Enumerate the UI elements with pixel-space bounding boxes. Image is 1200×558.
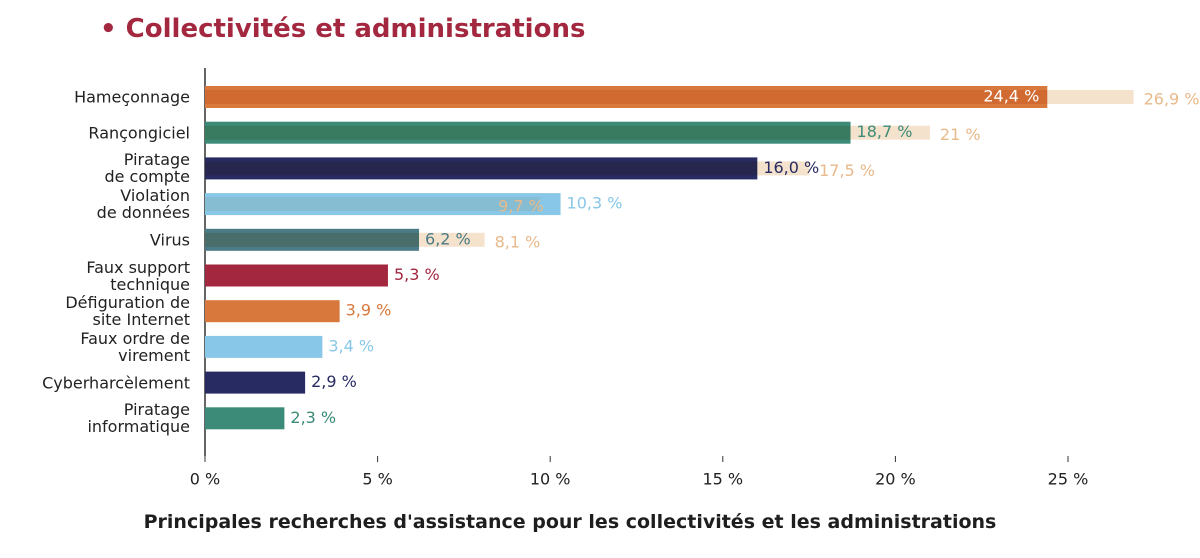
category-label: Faux support technique (86, 257, 190, 294)
previous-bar (205, 90, 1134, 104)
x-tick-label: 15 % (702, 470, 743, 489)
category-label: Faux ordre de virement (80, 328, 190, 365)
category-label: Défiguration de site Internet (65, 293, 190, 330)
category-label: Piratage informatique (87, 400, 190, 437)
category-label: Hameçonnage (74, 87, 190, 107)
chart-title: • Collectivités et administrations (100, 14, 586, 44)
value-label: 24,4 % (983, 87, 1039, 106)
previous-value-label: 8,1 % (495, 232, 541, 251)
value-label: 2,9 % (311, 372, 357, 391)
bar (205, 300, 340, 323)
bar (205, 264, 388, 287)
value-label: 5,3 % (394, 265, 440, 284)
previous-value-label: 21 % (940, 125, 981, 144)
x-tick-label: 5 % (362, 470, 392, 489)
category-label: Piratage de compte (104, 150, 190, 187)
x-tick-label: 20 % (875, 470, 916, 489)
value-label: 2,3 % (290, 408, 336, 427)
value-label: 16,0 % (763, 158, 819, 177)
bar (205, 407, 285, 430)
previous-bar (205, 161, 810, 176)
previous-value-label: 9,7 % (498, 197, 544, 216)
category-label: Cyberharcèlement (42, 373, 190, 393)
chart-caption: Principales recherches d'assistance pour… (143, 511, 997, 533)
bar (205, 371, 306, 394)
x-tick-label: 0 % (190, 470, 220, 489)
category-label: Violation de données (96, 186, 190, 223)
value-label: 3,9 % (346, 301, 392, 320)
category-label: Virus (149, 230, 190, 250)
category-label: Rançongiciel (88, 123, 190, 143)
value-label: 10,3 % (567, 194, 623, 213)
previous-bar (205, 232, 485, 247)
previous-bar (205, 125, 930, 140)
previous-value-label: 17,5 % (819, 161, 875, 180)
previous-value-label: 26,9 % (1144, 90, 1200, 109)
value-label: 3,4 % (328, 336, 374, 355)
value-label: 18,7 % (857, 122, 913, 141)
value-label: 6,2 % (425, 229, 471, 248)
x-tick-label: 25 % (1048, 470, 1089, 489)
x-tick-label: 10 % (530, 470, 571, 489)
previous-bar (205, 197, 540, 212)
bar (205, 335, 323, 358)
